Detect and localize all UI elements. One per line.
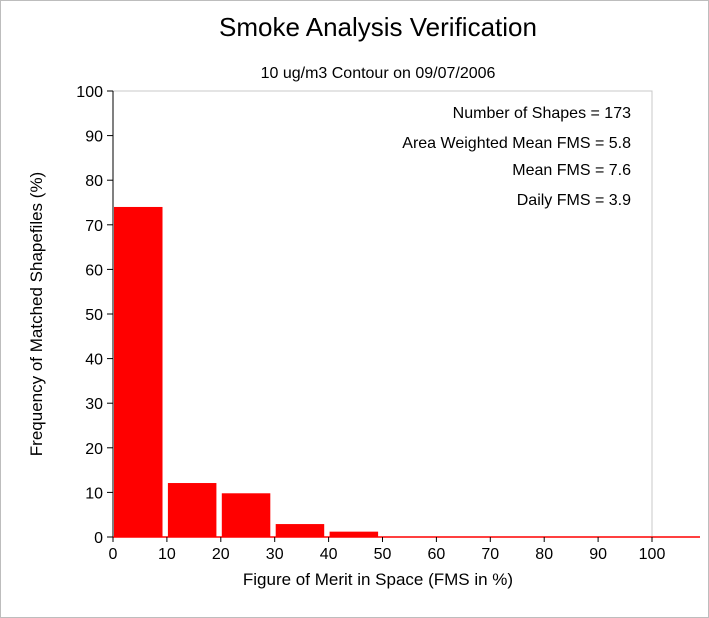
y-tick-label: 50 (85, 307, 103, 324)
y-tick-label: 40 (85, 352, 103, 369)
stat-daily-fms: Daily FMS = 3.9 (517, 192, 631, 209)
histogram-bar-40-49 (329, 531, 379, 537)
x-tick-label: 90 (589, 546, 607, 563)
x-tick-label: 60 (428, 546, 446, 563)
histogram-bar-10-19 (167, 483, 217, 537)
y-tick-label: 30 (85, 396, 103, 413)
stat-area-weighted-mean: Area Weighted Mean FMS = 5.8 (402, 135, 631, 152)
y-tick-label: 60 (85, 262, 103, 279)
x-tick-label: 30 (266, 546, 284, 563)
plot-area-border (112, 90, 653, 538)
y-tick-label: 20 (85, 441, 103, 458)
y-axis-label: Frequency of Matched Shapefiles (%) (27, 172, 46, 456)
y-ticks-group: 0 10 20 30 40 50 60 70 80 90 100 (76, 84, 113, 547)
x-tick-label: 20 (212, 546, 230, 563)
y-tick-label: 0 (94, 530, 103, 547)
x-tick-label: 10 (158, 546, 176, 563)
x-tick-label: 100 (639, 546, 666, 563)
histogram-bar-20-29 (221, 493, 271, 537)
y-tick-label: 90 (85, 129, 103, 146)
chart-subtitle: 10 ug/m3 Contour on 09/07/2006 (261, 65, 496, 82)
y-tick-label: 80 (85, 173, 103, 190)
histogram-bar-0-9 (114, 206, 163, 537)
y-tick-label: 100 (76, 84, 103, 101)
stat-number-of-shapes: Number of Shapes = 173 (453, 105, 631, 122)
x-axis-label: Figure of Merit in Space (FMS in %) (243, 570, 513, 589)
histogram-bar-30-39 (275, 524, 325, 537)
y-tick-label: 70 (85, 218, 103, 235)
x-tick-label: 50 (374, 546, 392, 563)
x-tick-label: 40 (320, 546, 338, 563)
y-tick-label: 10 (85, 485, 103, 502)
x-tick-label: 80 (535, 546, 553, 563)
stat-mean-fms: Mean FMS = 7.6 (512, 162, 631, 179)
bars-group (114, 206, 379, 537)
x-tick-label: 0 (109, 546, 118, 563)
x-tick-label: 70 (481, 546, 499, 563)
x-ticks-group: 0 10 20 30 40 50 60 70 80 90 100 (109, 537, 666, 563)
chart-title: Smoke Analysis Verification (219, 12, 537, 42)
